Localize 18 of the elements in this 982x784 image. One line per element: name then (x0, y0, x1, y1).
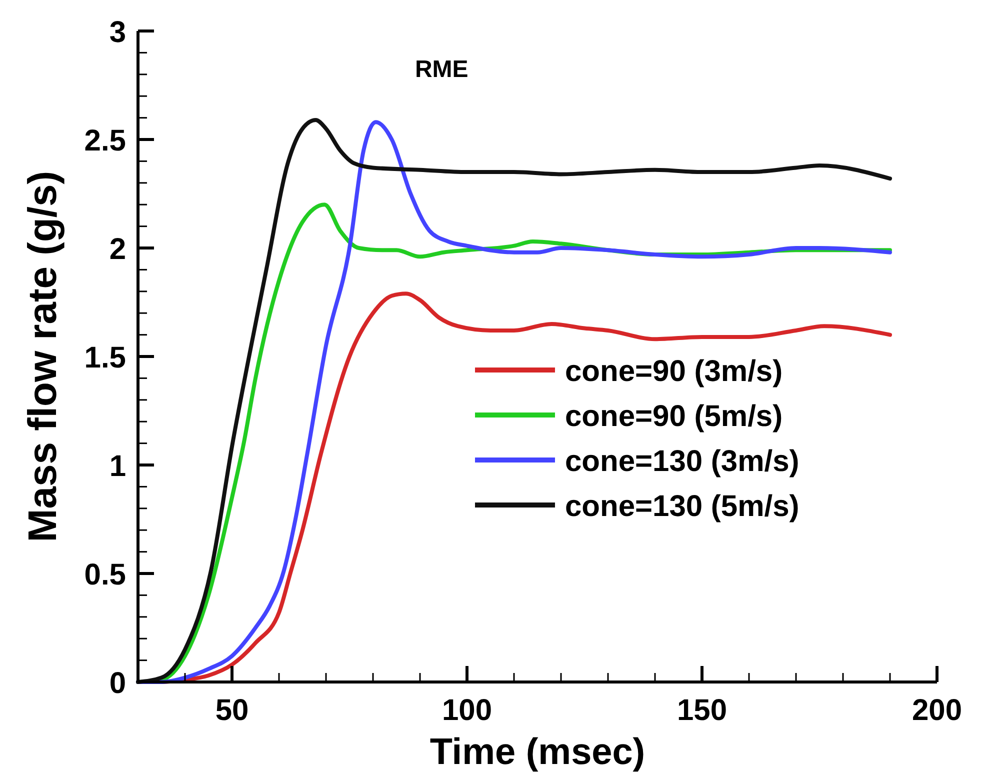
y-tick-label: 1 (109, 450, 126, 483)
y-tick-label: 2.5 (84, 124, 126, 158)
x-axis-title: Time (msec) (430, 731, 646, 772)
x-tick-label: 150 (676, 694, 728, 727)
x-tick-label: 50 (215, 694, 249, 727)
legend-label: cone=90 (3m/s) (565, 355, 783, 388)
y-tick-label: 1.5 (84, 342, 126, 374)
y-tick-label: 2 (109, 233, 126, 266)
y-axis-title: Mass flow rate (g/s) (21, 170, 65, 542)
legend-label: cone=130 (5m/s) (565, 490, 800, 523)
x-tick-label: 100 (442, 694, 492, 727)
y-tick-label: 0.5 (84, 558, 126, 592)
legend-label: cone=90 (5m/s) (565, 400, 783, 433)
y-tick-label: 0 (109, 667, 126, 700)
y-tick-label: 3 (109, 16, 126, 49)
legend-label: cone=130 (3m/s) (565, 445, 800, 478)
text: RME (414, 56, 468, 83)
x-tick-label: 200 (912, 694, 962, 727)
